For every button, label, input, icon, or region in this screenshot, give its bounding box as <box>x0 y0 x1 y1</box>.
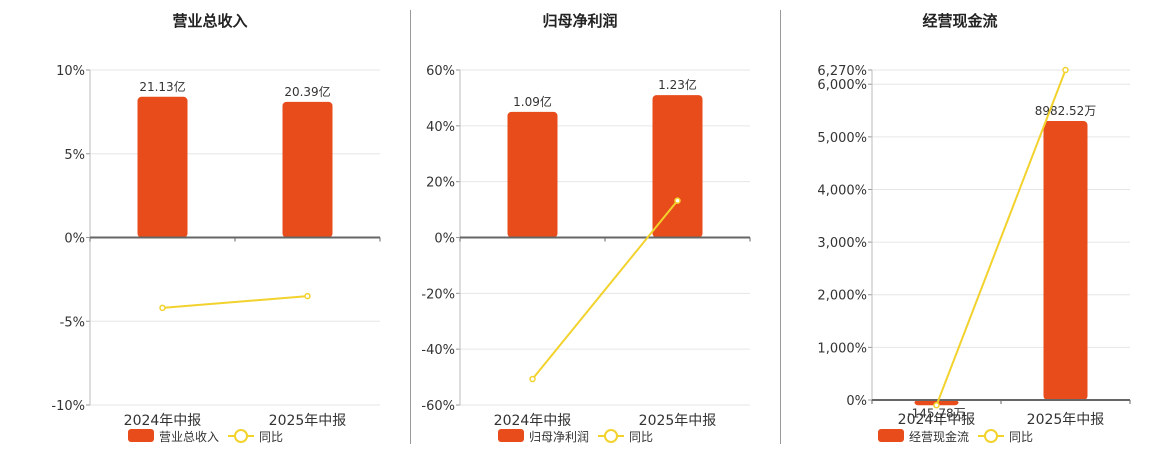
bar-value-label: -145.78万 <box>907 406 965 420</box>
bar <box>137 96 188 238</box>
cash-flow-chart-svg: 6,270%6,000% 5,000% 4,000% 3,000% 2,000% 1,00… <box>817 64 1131 444</box>
y-tick-label: -40% <box>421 343 455 358</box>
line-point <box>159 304 166 312</box>
y-tick-label: -60% <box>421 399 455 414</box>
legend-bar-label: 经营现金流 <box>909 429 969 444</box>
line-point <box>304 292 311 300</box>
x-tick-label: 2025年中报 <box>1027 412 1105 428</box>
y-tick-label: 5% <box>64 148 85 163</box>
legend-bar-swatch <box>878 429 904 442</box>
y-tick-label: 3,000% <box>817 236 867 251</box>
bar <box>652 95 703 238</box>
bar-value-label: 1.09亿 <box>513 94 552 109</box>
bar-value-label: 20.39亿 <box>284 84 330 99</box>
legend-line-label: 同比 <box>629 430 653 444</box>
y-tick-label: -10% <box>51 399 85 414</box>
y-tick-label: 1,000% <box>817 341 867 356</box>
y-tick-label: 5,000% <box>817 131 867 146</box>
y-tick-label: 0% <box>846 394 867 409</box>
legend-line-label: 同比 <box>1009 430 1033 444</box>
legend-bar-label: 归母净利润 <box>529 430 589 444</box>
bar <box>1043 121 1088 400</box>
chart-title: 归母净利润 <box>542 12 618 30</box>
y-tick-label: 6,000% <box>817 78 867 93</box>
revenue-chart-svg: 10% 5% 0% -5% -10% 21.13亿 2024年中报 20.39亿 2025年中报… <box>51 64 381 444</box>
x-tick-label: 2024年中报 <box>494 413 572 429</box>
line-point <box>529 375 536 383</box>
x-tick-label: 2024年中报 <box>124 413 202 429</box>
y-tick-label: 60% <box>426 64 455 79</box>
line-point <box>933 402 940 409</box>
bar <box>282 101 333 238</box>
y-tick-label: 6,270% <box>817 64 867 79</box>
legend-line-marker <box>984 429 998 443</box>
y-tick-label: -20% <box>421 287 455 302</box>
y-tick-label: 0% <box>434 232 455 247</box>
net-profit-chart-svg: 60% 40% 20% 0% -20% -40% -60% 1.09亿 2024年中报 1.23亿… <box>421 64 751 444</box>
chart-title: 营业总收入 <box>172 12 248 30</box>
x-tick-label: 2024年中报 <box>898 412 976 428</box>
bar <box>507 111 558 238</box>
y-tick-label: 4,000% <box>817 183 867 198</box>
cash-flow-chart-panel: 经营现金流 6,270% 6,000% 5,000% 4,000% 3,000% 2,00… <box>760 0 1160 450</box>
chart-title: 经营现金流 <box>922 12 998 30</box>
x-tick-label: 2025年中报 <box>639 413 717 429</box>
line-series <box>531 200 679 380</box>
y-tick-label: 40% <box>426 120 455 135</box>
bar-value-label: 21.13亿 <box>139 79 185 94</box>
net-profit-chart-panel: 归母净利润 60% 40% 20% 0% -20% -40% -60% 1.09亿 2024年中… <box>380 0 780 450</box>
line-point <box>1062 66 1069 74</box>
y-tick-label: 20% <box>426 176 455 191</box>
bar-value-label: 1.23亿 <box>658 77 697 92</box>
legend-bar-swatch <box>498 429 524 442</box>
legend-bar-swatch <box>128 429 154 442</box>
y-tick-label: -5% <box>60 315 85 330</box>
legend-line-marker <box>234 429 248 443</box>
panel-divider <box>780 10 781 444</box>
x-tick-label: 2025年中报 <box>269 413 347 429</box>
legend-line-label: 同比 <box>259 430 283 444</box>
panel-divider <box>410 10 411 444</box>
legend-bar-label: 营业总收入 <box>159 430 219 444</box>
line-series <box>935 69 1067 406</box>
revenue-chart-panel: 营业总收入 10% 5% 0% -5% -10% 21.13亿 2024年中报 20.39亿 2… <box>10 0 410 450</box>
bar-value-label: 8982.52万 <box>1035 104 1097 118</box>
legend-line-marker <box>604 429 618 443</box>
y-tick-label: 2,000% <box>817 289 867 304</box>
y-tick-label: 10% <box>56 64 85 79</box>
line-series <box>162 295 308 309</box>
y-tick-label: 0% <box>64 232 85 247</box>
line-point <box>674 197 681 204</box>
